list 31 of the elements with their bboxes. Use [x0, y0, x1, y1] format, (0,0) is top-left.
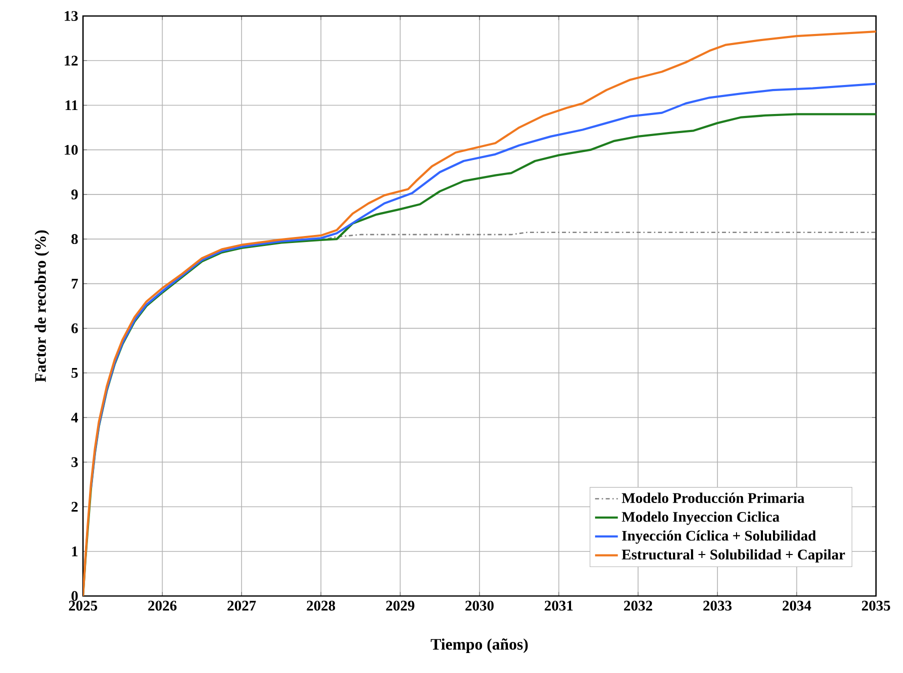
y-tick-label: 0 — [72, 591, 78, 601]
x-tick-label: 2029 — [386, 600, 414, 611]
y-tick-label: 4 — [71, 412, 78, 422]
legend-label: Modelo Inyeccion Ciclica — [622, 512, 780, 525]
x-tick-label: 2033 — [703, 600, 732, 611]
x-tick-label: 2025 — [68, 600, 98, 611]
legend-label: Inyección Cíclica + Solubilidad — [622, 530, 816, 544]
x-tick-label: 2031 — [544, 600, 573, 611]
y-tick-label: 3 — [72, 457, 78, 468]
x-tick-label: 2030 — [465, 600, 494, 611]
x-tick-label: 2035 — [862, 600, 890, 611]
x-tick-label: 2027 — [228, 600, 256, 611]
y-tick-label: 10 — [64, 144, 78, 155]
x-tick-label: 2026 — [148, 600, 177, 611]
y-tick-label: 11 — [66, 100, 78, 110]
y-tick-label: 2 — [72, 502, 78, 512]
y-tick-label: 6 — [71, 323, 78, 334]
x-tick-label: 2034 — [782, 600, 812, 611]
x-tick-label: 2028 — [306, 600, 336, 611]
y-tick-label: 13 — [64, 11, 78, 21]
y-tick-label: 5 — [72, 368, 78, 378]
y-tick-label: 8 — [71, 234, 78, 244]
y-tick-label: 9 — [71, 190, 78, 200]
y-tick-label: 7 — [72, 278, 78, 288]
x-tick-label: 2032 — [624, 600, 652, 611]
y-tick-label: 1 — [72, 546, 78, 556]
legend-label: Modelo Producción Primaria — [622, 492, 804, 504]
x-axis-title: Tiempo (años) — [430, 638, 528, 653]
y-tick-label: 12 — [64, 56, 78, 66]
legend-label: Estructural + Solubilidad + Capilar — [622, 549, 845, 562]
y-axis-title: Factor de recobro (%) — [34, 230, 50, 382]
